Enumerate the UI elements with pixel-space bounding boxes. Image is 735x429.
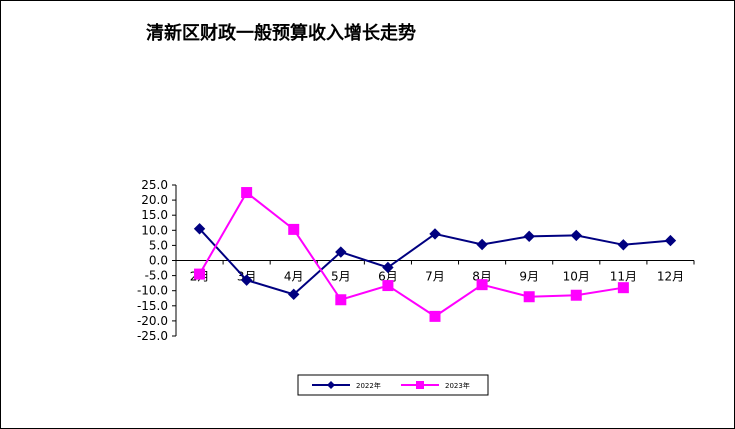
square-marker [476, 279, 488, 291]
diamond-marker [664, 234, 677, 247]
square-marker [241, 187, 253, 199]
square-marker [570, 289, 582, 301]
square-marker [523, 291, 535, 303]
y-tick-label: 20.0 [141, 193, 168, 207]
square-marker [617, 282, 629, 294]
x-tick-label: 11月 [610, 270, 637, 284]
chart-title: 清新区财政一般预算收入增长走势 [146, 23, 416, 44]
x-tick-label: 9月 [519, 270, 539, 284]
diamond-marker [617, 239, 630, 251]
square-marker [288, 223, 300, 235]
diamond-marker [570, 229, 582, 242]
diamond-marker [382, 261, 394, 274]
y-tick-label: -20.0 [137, 314, 168, 328]
y-tick-label: -5.0 [145, 269, 168, 283]
diamond-marker [476, 238, 488, 251]
diamond-marker [240, 274, 253, 286]
y-tick-label: 25.0 [141, 178, 168, 192]
series-line [198, 191, 624, 318]
legend-square-marker [416, 381, 424, 389]
y-tick-label: 5.0 [149, 238, 168, 252]
y-tick-label: 15.0 [141, 208, 168, 222]
square-marker [429, 310, 441, 322]
y-tick-label: 10.0 [141, 223, 168, 237]
square-marker [335, 294, 347, 306]
legend-label: 2022年 [356, 381, 381, 390]
square-marker [382, 280, 394, 292]
diamond-marker [523, 230, 535, 243]
y-tick-label: -15.0 [137, 299, 168, 313]
series-1 [193, 223, 677, 301]
square-marker [194, 268, 206, 280]
legend-box [297, 374, 489, 396]
diamond-marker [429, 228, 441, 240]
series-2 [194, 187, 629, 322]
y-tick-label: -10.0 [137, 284, 168, 298]
diamond-marker [335, 246, 347, 258]
x-tick-label: 7月 [425, 270, 445, 284]
x-tick-label: 10月 [563, 270, 590, 284]
x-tick-label: 12月 [657, 270, 684, 284]
legend-diamond-marker [327, 381, 335, 389]
x-tick-label: 5月 [331, 270, 351, 284]
legend-label: 2023年 [445, 381, 470, 390]
x-tick-label: 6月 [378, 270, 398, 284]
y-tick-label: 0.0 [149, 254, 168, 268]
diamond-marker [193, 223, 206, 235]
x-tick-label: 4月 [284, 270, 304, 284]
y-tick-label: -25.0 [137, 329, 168, 343]
diamond-marker [288, 288, 300, 301]
